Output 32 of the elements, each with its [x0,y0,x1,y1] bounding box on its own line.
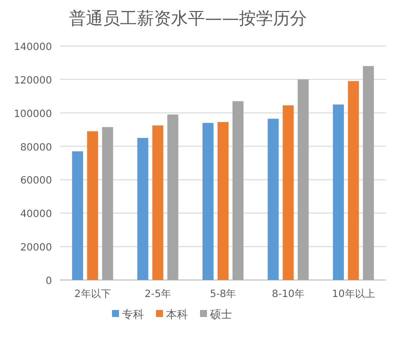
bar [298,79,309,280]
bar [87,131,98,280]
x-tick-label: 10年以上 [332,288,375,300]
y-tick-label: 0 [46,276,52,287]
x-tick-label: 2-5年 [144,288,171,300]
legend-label: 本科 [166,308,188,321]
bar [348,81,359,280]
chart-title: 普通员工薪资水平——按学历分 [69,9,307,29]
x-tick-label: 2年以下 [74,288,111,300]
bar [152,125,164,280]
y-tick-label: 60000 [20,176,52,187]
bar [268,118,279,280]
x-tick-label: 8-10年 [272,288,305,300]
bar [167,114,178,280]
y-tick-label: 40000 [20,209,52,220]
bar [362,66,374,280]
x-tick-label: 5-8年 [210,288,236,300]
y-tick-label: 20000 [20,242,52,254]
y-tick-label: 100000 [14,108,52,120]
y-tick-label: 120000 [14,75,52,86]
y-tick-label: 140000 [14,42,52,53]
bar [72,151,84,280]
legend-label: 专科 [122,308,144,321]
bar [232,101,244,280]
bar [282,105,294,280]
bar [332,104,344,280]
legend-label: 硕士 [209,308,232,321]
bar [102,127,114,280]
bar [218,122,228,280]
y-tick-label: 80000 [20,142,52,154]
bar [137,138,148,280]
bar [202,122,214,280]
